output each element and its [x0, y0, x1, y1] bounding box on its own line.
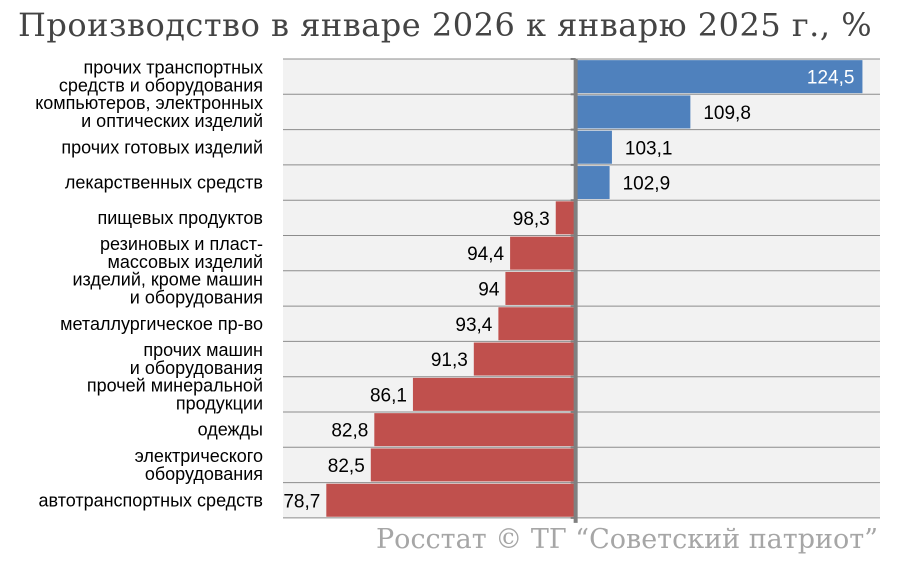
bar: [498, 307, 576, 341]
bar: [555, 201, 576, 235]
category-label: изделий, кроме машин: [72, 269, 263, 289]
data-label: 109,8: [703, 103, 751, 124]
data-label: 78,7: [283, 491, 320, 512]
category-label: прочей минеральной: [87, 375, 263, 395]
category-label: оборудования: [145, 464, 263, 484]
category-label: прочих готовых изделий: [61, 137, 263, 157]
data-label: 82,5: [328, 456, 365, 477]
category-label: компьютеров, электронных: [35, 93, 263, 113]
data-label: 94,4: [467, 244, 504, 265]
data-label: 124,5: [807, 68, 855, 89]
bar: [575, 60, 863, 94]
bar: [374, 413, 576, 447]
category-label: автотранспортных средств: [39, 490, 263, 510]
bar: [473, 342, 576, 376]
category-label: средств и оборудования: [59, 76, 263, 96]
category-label: и оптических изделий: [81, 111, 263, 131]
category-label: массовых изделий: [107, 252, 263, 272]
category-label: одежды: [198, 420, 263, 440]
bar: [505, 271, 576, 305]
category-label: резиновых и пласт-: [100, 234, 263, 254]
category-label: пищевых продуктов: [98, 208, 264, 228]
source-caption: Росстат © ТГ “Советский патриот”: [376, 524, 878, 555]
data-label: 93,4: [455, 315, 492, 336]
data-label: 98,3: [513, 209, 550, 230]
category-label: металлургическое пр-во: [60, 314, 263, 334]
category-label: продукции: [176, 393, 263, 413]
category-label: и оборудования: [130, 287, 263, 307]
category-label: прочих транспортных: [83, 58, 263, 78]
data-label: 102,9: [623, 174, 671, 195]
bar: [575, 166, 610, 200]
bar: [575, 130, 612, 164]
data-label: 82,8: [331, 421, 368, 442]
category-label: электрического: [135, 446, 263, 466]
category-label: и оборудования: [130, 358, 263, 378]
chart-title: Производство в январе 2026 к январю 2025…: [18, 6, 873, 44]
bar: [370, 448, 576, 482]
bar: [412, 377, 576, 411]
category-label: прочих машин: [143, 340, 263, 360]
data-label: 103,1: [625, 138, 673, 159]
data-label: 94: [478, 279, 500, 300]
data-label: 86,1: [370, 385, 407, 406]
bar: [326, 483, 576, 517]
category-label: лекарственных средств: [65, 173, 263, 193]
bar: [510, 236, 576, 270]
bar: [575, 95, 691, 129]
data-label: 91,3: [431, 350, 468, 371]
